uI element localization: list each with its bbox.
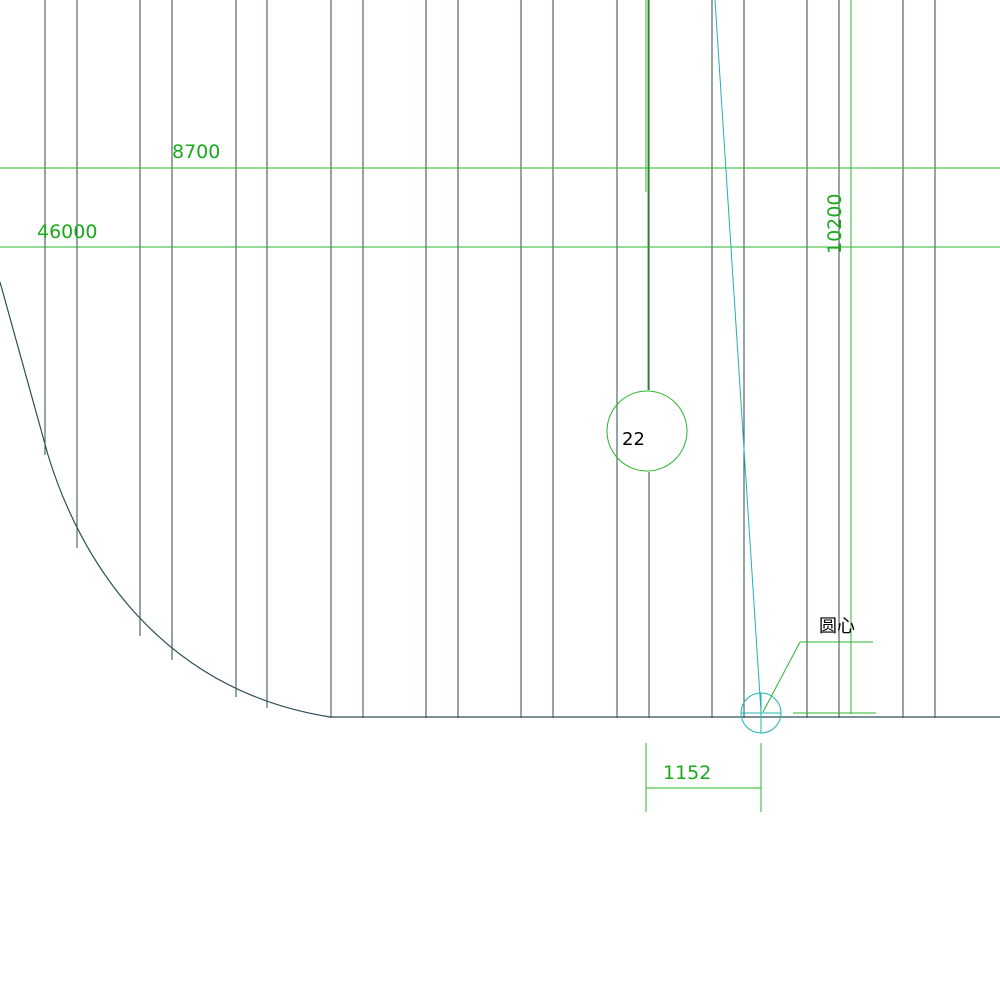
dimension-lines: [0, 0, 1000, 812]
dimension-text-46000: 46000: [37, 221, 97, 243]
dimension-text-10200: 10200: [824, 194, 846, 254]
dimension-text-8700: 8700: [172, 141, 220, 163]
center-leader-diagonal: [762, 641, 801, 713]
radius-line: [714, 0, 762, 713]
center-point-marker: [714, 0, 782, 734]
center-label: 圆心: [819, 616, 855, 637]
grid-axis-circle: [606, 390, 688, 472]
vertical-grid-lines: [44, 0, 936, 718]
boundary-outline: [0, 281, 1000, 718]
grid-axis-number: 22: [622, 429, 645, 450]
grid-axis-marker: 22: [606, 390, 688, 472]
dimension-text-1152: 1152: [663, 762, 711, 784]
